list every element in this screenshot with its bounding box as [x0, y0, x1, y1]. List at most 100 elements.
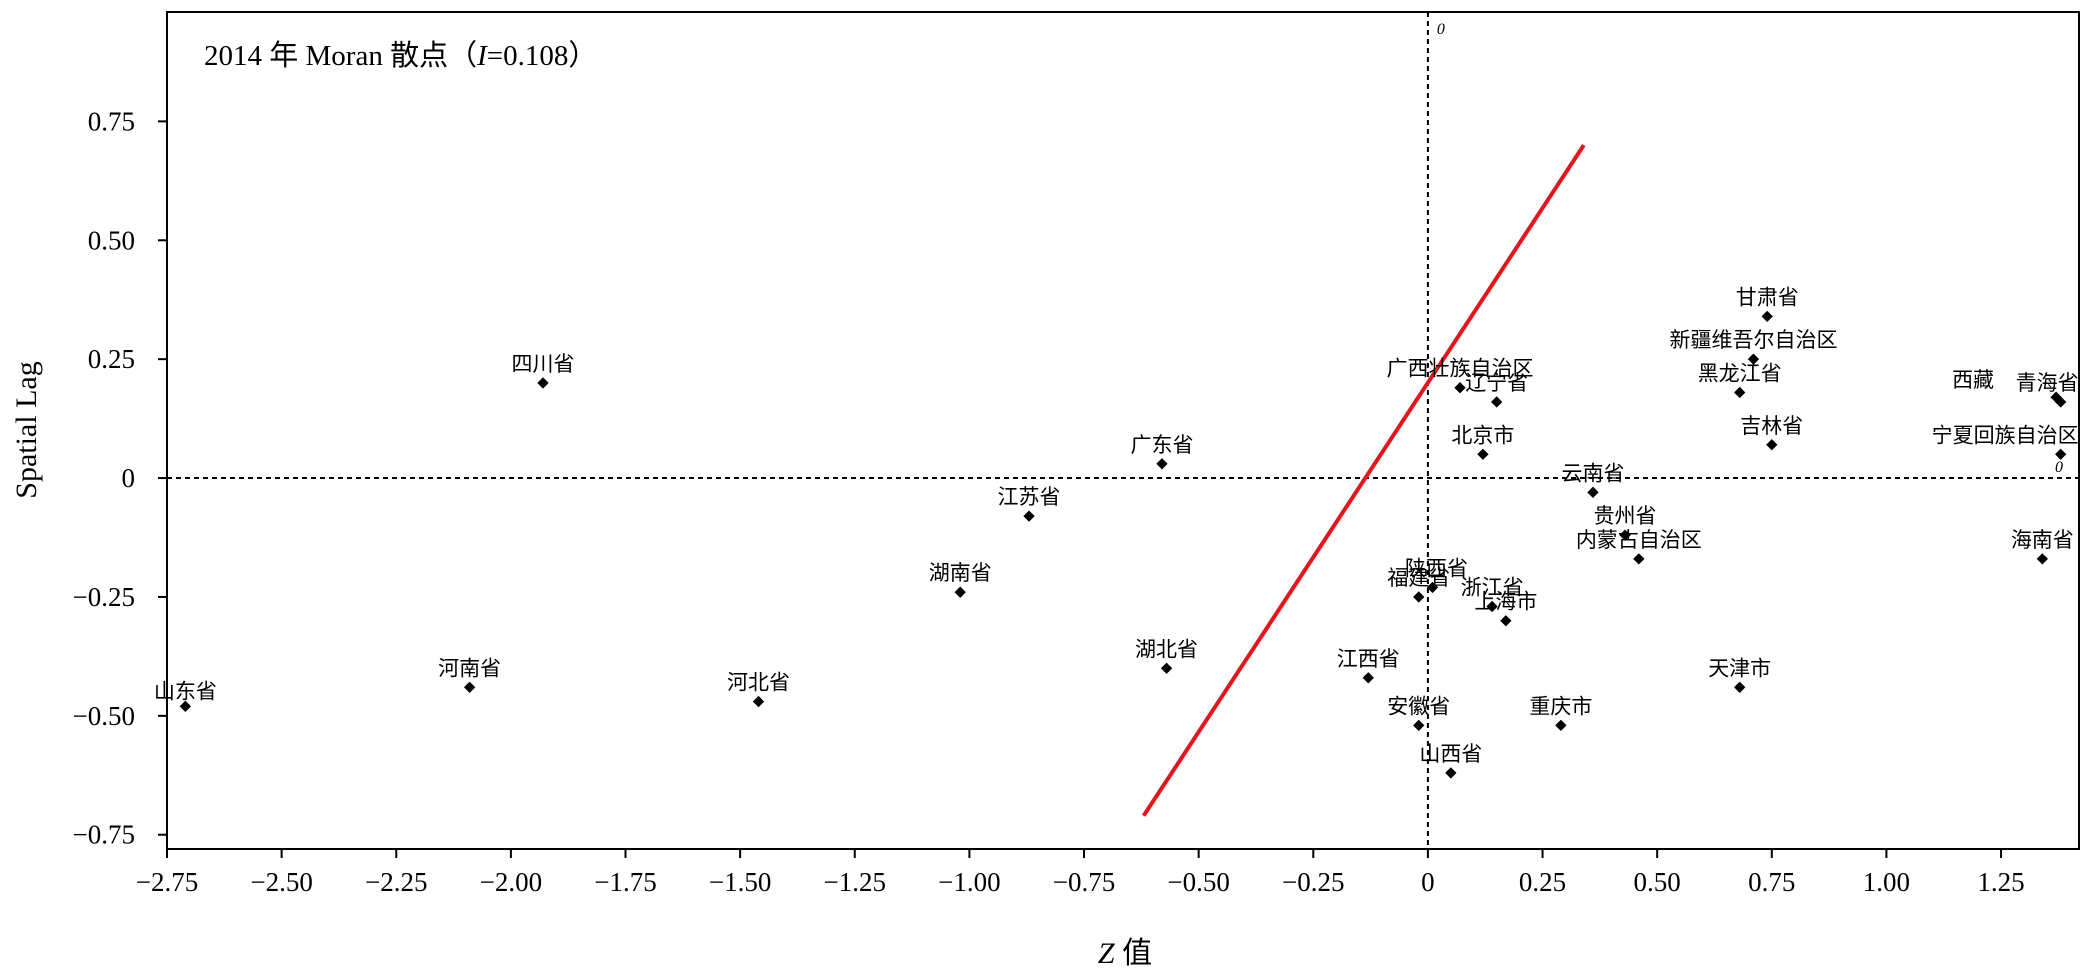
data-point: [179, 700, 191, 712]
point-label: 四川省: [511, 352, 574, 376]
x-axis-title-var: Z: [1098, 937, 1115, 970]
x-tick-label: 0.25: [1519, 867, 1566, 897]
point-label: 云南省: [1561, 461, 1624, 485]
point-label: 天津市: [1708, 656, 1771, 680]
x-axis-title: Z 值: [1098, 937, 1152, 970]
point-label: 贵州省: [1594, 504, 1657, 528]
data-point: [1555, 719, 1567, 732]
x-tick-label: −0.50: [1167, 867, 1229, 897]
x-tick-label: −1.00: [938, 867, 1000, 897]
x-tick-label: 0: [1421, 867, 1435, 897]
point-label: 西藏: [1952, 368, 1994, 392]
y-tick-label: −0.50: [73, 701, 135, 731]
origin-mark-right: 0: [2055, 459, 2063, 476]
data-point: [1500, 615, 1512, 627]
point-label: 上海市: [1474, 590, 1537, 614]
y-tick-label: 0.25: [88, 344, 135, 374]
point-label: 山西省: [1419, 742, 1482, 766]
data-point: [954, 586, 966, 598]
x-tick-label: 0.50: [1634, 867, 1681, 897]
x-tick-label: −2.25: [365, 867, 427, 897]
x-axis-title-suffix: 值: [1115, 937, 1153, 970]
point-label: 陕西省: [1405, 556, 1468, 580]
data-point: [1486, 600, 1498, 613]
point-label: 福建省: [1387, 566, 1450, 590]
point-label: 吉林省: [1740, 414, 1803, 438]
data-point: [1734, 386, 1746, 399]
point-label: 江苏省: [998, 485, 1061, 509]
x-tick-label: −1.75: [594, 867, 656, 897]
data-point: [1766, 439, 1778, 451]
data-point: [2055, 396, 2067, 408]
data-point: [1633, 553, 1645, 565]
x-tick-label: 1.00: [1863, 867, 1910, 897]
y-axis-title: Spatial Lag: [10, 361, 43, 498]
regression-line: [1141, 144, 1586, 817]
x-axis: −2.75 −2.50 −2.25 −2.00 −1.75 −1.50 −1.25 −1.00…: [136, 849, 2025, 897]
data-point: [1445, 767, 1457, 779]
data-point: [1587, 486, 1599, 498]
data-point: [1747, 353, 1760, 365]
data-point: [1761, 310, 1773, 323]
point-label: 广东省: [1130, 433, 1193, 457]
x-tick-label: −0.75: [1053, 867, 1115, 897]
point-label: 山东省: [154, 679, 217, 703]
chart-title-suffix: =0.108）: [487, 40, 598, 72]
y-tick-label: 0.50: [88, 225, 135, 255]
point-label: 辽宁省: [1465, 371, 1528, 395]
chart-title-stat: I: [476, 40, 488, 72]
plot-frame: [166, 11, 2080, 850]
point-label: 内蒙古自治区: [1576, 528, 1702, 552]
point-label: 甘肃省: [1736, 285, 1799, 309]
point-label: 青海省: [2016, 371, 2079, 395]
data-point: [1477, 448, 1489, 460]
point-label: 浙江省: [1461, 575, 1524, 599]
chart-title: 2014 年 Moran 散点（I=0.108）: [204, 39, 597, 72]
data-point: [1413, 719, 1425, 732]
point-label: 新疆维吾尔自治区: [1669, 328, 1837, 352]
y-tick-label: −0.75: [73, 820, 135, 850]
x-tick-label: −1.50: [709, 867, 771, 897]
point-label: 海南省: [2011, 528, 2074, 552]
data-point: [1160, 662, 1173, 674]
y-axis: 0.75 0.50 0.25 0 −0.25 −0.50 −0.75: [73, 106, 167, 850]
point-label: 江西省: [1337, 647, 1400, 671]
point-label: 河南省: [438, 656, 501, 680]
data-point: [1491, 396, 1503, 408]
data-point: [752, 695, 765, 708]
point-label: 湖北省: [1135, 637, 1198, 661]
point-label: 湖南省: [929, 561, 992, 585]
x-tick-label: −1.25: [824, 867, 886, 897]
point-label: 安徽省: [1387, 694, 1450, 718]
x-tick-label: −2.75: [136, 867, 198, 897]
x-tick-label: 1.25: [1977, 867, 2024, 897]
x-tick-label: 0.75: [1748, 867, 1795, 897]
x-tick-label: −2.50: [250, 867, 312, 897]
data-point: [2036, 553, 2048, 565]
y-tick-label: 0: [122, 463, 136, 493]
chart-title-prefix: 2014 年 Moran 散点（: [204, 39, 477, 72]
data-point: [1454, 382, 1466, 394]
data-point: [463, 681, 476, 693]
x-tick-label: −0.25: [1282, 867, 1344, 897]
point-label: 广西壮族自治区: [1387, 357, 1534, 381]
y-tick-label: 0.75: [88, 106, 135, 136]
data-point: [1156, 458, 1168, 470]
data-point: [537, 377, 549, 389]
point-label: 重庆市: [1529, 694, 1592, 718]
point-label: 宁夏回族自治区: [1932, 423, 2079, 447]
point-label: 北京市: [1451, 423, 1514, 447]
data-point: [1413, 591, 1425, 603]
data-point: [2055, 448, 2067, 460]
point-label: 河北省: [727, 671, 790, 695]
data-point: [1426, 581, 1439, 594]
data-point: [1734, 681, 1746, 693]
point-label: 黑龙江省: [1698, 361, 1782, 385]
origin-mark-top: 0: [1437, 21, 1445, 38]
data-point: [1023, 510, 1035, 522]
x-tick-label: −2.00: [480, 867, 542, 897]
data-point: [1619, 529, 1631, 541]
data-point: [1362, 672, 1374, 684]
